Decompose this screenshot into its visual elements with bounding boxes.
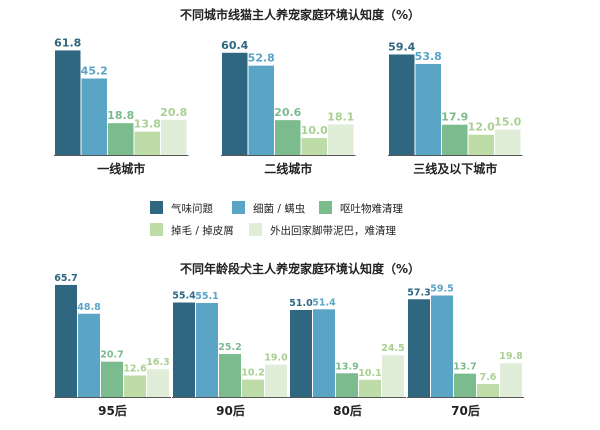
legend-label-1: 细菌 / 螨虫 bbox=[253, 202, 305, 215]
bar-c0-g0-s4 bbox=[161, 119, 187, 155]
bar-label-c1-g1-s2: 25.2 bbox=[218, 342, 241, 353]
bar-label-c1-g2-s4: 24.5 bbox=[381, 343, 404, 354]
legend-label-4: 外出回家脚带泥巴，难清理 bbox=[270, 224, 396, 237]
bar-label-c0-g2-s4: 15.0 bbox=[494, 116, 521, 129]
category-label-c1-g2: 80后 bbox=[333, 403, 362, 418]
bar-label-c1-g0-s4: 16.3 bbox=[146, 357, 169, 368]
bar-c0-g2-s4 bbox=[495, 129, 521, 155]
bar-c1-g2-s4 bbox=[382, 355, 404, 397]
category-label-c1-g0: 95后 bbox=[98, 403, 127, 418]
bar-label-c0-g2-s0: 59.4 bbox=[388, 40, 415, 53]
bar-label-c1-g0-s3: 12.6 bbox=[123, 364, 147, 375]
bar-c0-g1-s4 bbox=[328, 124, 354, 155]
bar-c0-g1-s2 bbox=[275, 120, 301, 155]
legend-swatch-4 bbox=[249, 223, 262, 236]
bar-label-c1-g2-s2: 13.9 bbox=[335, 361, 358, 372]
bar-label-c0-g0-s4: 20.8 bbox=[160, 106, 187, 119]
bar-c0-g2-s0 bbox=[389, 54, 415, 155]
legend-swatch-3 bbox=[150, 223, 163, 236]
chart-city: 61.8 45.2 18.813.820.8 一线城市 60.452.8 20.610.0… bbox=[54, 36, 523, 176]
bar-label-c0-g2-s3: 12.0 bbox=[468, 121, 495, 134]
bar-c0-g0-s2 bbox=[108, 123, 134, 155]
bar-label-c1-g3-s3: 7.6 bbox=[480, 372, 497, 383]
legend-swatch-0 bbox=[150, 201, 163, 214]
bar-c1-g0-s0 bbox=[55, 284, 77, 397]
bar-c0-g2-s3 bbox=[468, 134, 494, 155]
bar-c1-g0-s3 bbox=[124, 375, 146, 397]
bar-label-c1-g0-s1: 48.8 bbox=[77, 302, 101, 313]
category-label-c1-g3: 70后 bbox=[451, 403, 480, 418]
bar-label-c0-g2-s1: 53.8 bbox=[415, 50, 442, 63]
bar-c1-g1-s1 bbox=[196, 303, 218, 397]
bar-c0-g1-s0 bbox=[222, 52, 248, 155]
bar-label-c1-g0-s2: 20.7 bbox=[100, 350, 123, 361]
legend-label-2: 呕吐物难清理 bbox=[340, 202, 403, 215]
category-label-c1-g1: 90后 bbox=[216, 403, 245, 418]
bar-label-c1-g1-s1: 55.1 bbox=[195, 291, 218, 302]
legend-swatch-2 bbox=[319, 201, 332, 214]
bar-c1-g1-s0 bbox=[173, 302, 195, 397]
bar-label-c0-g0-s0: 61.8 bbox=[54, 36, 81, 49]
bar-c0-g0-s1 bbox=[81, 78, 107, 155]
bar-c1-g1-s4 bbox=[265, 364, 287, 397]
bar-label-c0-g2-s2: 17.9 bbox=[441, 111, 468, 124]
bar-label-c0-g1-s1: 52.8 bbox=[248, 52, 275, 65]
bar-c1-g0-s1 bbox=[78, 313, 100, 397]
bar-label-c1-g3-s2: 13.7 bbox=[453, 362, 476, 373]
bar-c1-g2-s2 bbox=[336, 373, 358, 397]
bar-c0-g2-s1 bbox=[415, 63, 441, 156]
bar-c1-g0-s2 bbox=[101, 361, 123, 397]
bar-c1-g3-s1 bbox=[431, 295, 453, 397]
bar-c1-g1-s2 bbox=[219, 354, 241, 397]
bar-label-c0-g1-s4: 18.1 bbox=[327, 110, 354, 123]
bar-label-c1-g3-s0: 57.3 bbox=[407, 287, 430, 298]
bar-c0-g1-s1 bbox=[248, 65, 274, 155]
bar-label-c0-g1-s2: 20.6 bbox=[274, 106, 301, 119]
bar-label-c0-g1-s0: 60.4 bbox=[221, 39, 248, 52]
bar-c1-g2-s3 bbox=[359, 379, 381, 397]
bar-c1-g0-s4 bbox=[147, 369, 169, 397]
bar-c0-g0-s0 bbox=[55, 50, 81, 155]
chart-title-city: 不同城市线猫主人养宠家庭环境认知度（%） bbox=[180, 7, 420, 22]
bar-label-c1-g2-s3: 10.1 bbox=[358, 368, 381, 379]
category-label-c0-g2: 三线及以下城市 bbox=[413, 161, 497, 176]
bar-c1-g1-s3 bbox=[242, 379, 264, 397]
category-label-c0-g1: 二线城市 bbox=[264, 161, 312, 176]
bar-label-c1-g2-s0: 51.0 bbox=[289, 298, 313, 309]
bar-label-c0-g1-s3: 10.0 bbox=[301, 124, 328, 137]
bar-c0-g2-s2 bbox=[442, 124, 468, 155]
legend-label-0: 气味问题 bbox=[171, 202, 213, 215]
bar-label-c1-g0-s0: 65.7 bbox=[54, 273, 77, 284]
legend-swatch-1 bbox=[232, 201, 245, 214]
bar-c1-g3-s0 bbox=[408, 299, 430, 397]
category-label-c0-g0: 一线城市 bbox=[97, 161, 145, 176]
legend-label-3: 掉毛 / 掉皮屑 bbox=[171, 224, 234, 237]
bar-label-c0-g0-s1: 45.2 bbox=[81, 65, 108, 78]
bar-label-c1-g1-s0: 55.4 bbox=[172, 290, 196, 301]
bar-c1-g3-s2 bbox=[454, 373, 476, 397]
bar-c1-g2-s0 bbox=[290, 310, 312, 397]
bar-label-c1-g1-s3: 10.2 bbox=[241, 368, 264, 379]
bar-c1-g3-s3 bbox=[477, 384, 499, 397]
bar-label-c0-g0-s2: 18.8 bbox=[107, 109, 134, 122]
bar-c0-g1-s3 bbox=[301, 138, 327, 155]
bar-label-c1-g3-s4: 19.8 bbox=[499, 351, 523, 362]
chart-title-age: 不同年龄段犬主人养宠家庭环境认知度（%） bbox=[180, 261, 420, 276]
bar-label-c1-g2-s1: 51.4 bbox=[312, 297, 336, 308]
bar-label-c1-g3-s1: 59.5 bbox=[430, 284, 453, 295]
bar-label-c1-g1-s4: 19.0 bbox=[264, 353, 288, 364]
bar-c0-g0-s3 bbox=[134, 131, 160, 155]
bar-label-c0-g0-s3: 13.8 bbox=[134, 118, 161, 131]
bar-c1-g3-s4 bbox=[500, 363, 522, 397]
bar-c1-g2-s1 bbox=[313, 309, 335, 397]
